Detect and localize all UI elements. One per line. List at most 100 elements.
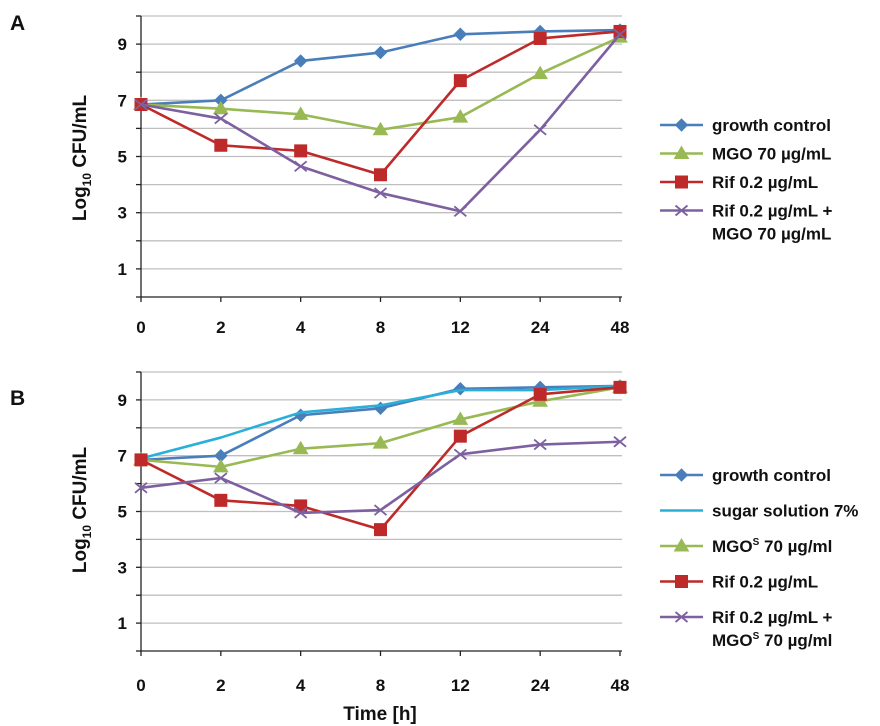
y-axis-title: Log10 CFU/mL xyxy=(70,94,94,221)
legend-label-superscript: S xyxy=(753,537,760,548)
y-tick-label: 3 xyxy=(118,204,127,223)
x-tick-label: 2 xyxy=(216,676,225,695)
data-point xyxy=(214,493,228,507)
data-point xyxy=(212,100,229,115)
data-point xyxy=(533,124,547,136)
data-point xyxy=(453,448,467,460)
legend-swatch-marker xyxy=(674,611,689,623)
data-point xyxy=(134,453,148,467)
data-point xyxy=(533,31,547,45)
data-point xyxy=(372,121,389,136)
x-tick-label: 8 xyxy=(376,676,385,695)
legend-swatch-marker xyxy=(674,118,689,132)
legend-item: MGO 70 µg/mL xyxy=(660,145,831,164)
legend-item: MGOS 70 µg/ml xyxy=(660,537,832,556)
legend-label-text: growth control xyxy=(712,116,831,135)
data-point xyxy=(453,74,467,88)
legend-label: growth control xyxy=(712,116,831,135)
y-tick-label: 1 xyxy=(118,260,127,279)
y-axis-title-tail: CFU/mL xyxy=(70,94,91,173)
legend-label-text: Rif 0.2 µg/mL xyxy=(712,573,818,592)
x-tick-label: 8 xyxy=(376,318,385,337)
data-point xyxy=(452,411,469,425)
data-point xyxy=(373,504,388,516)
series-5 xyxy=(134,436,627,519)
data-point xyxy=(374,523,387,537)
x-tick-label: 4 xyxy=(296,676,306,695)
data-point xyxy=(613,24,627,38)
x-tick-label: 4 xyxy=(296,318,306,337)
y-axis-title-subscript: 10 xyxy=(80,173,94,187)
data-point xyxy=(533,438,547,451)
legend-item: growth control xyxy=(660,116,831,135)
legend-label-text: MGO xyxy=(712,631,753,650)
y-axis-title-main: Log xyxy=(70,186,91,221)
x-tick-label: 0 xyxy=(136,676,145,695)
data-point xyxy=(532,65,549,80)
legend-item: sugar solution 7% xyxy=(660,502,858,521)
legend-label-tail: 70 µg/ml xyxy=(759,537,832,556)
legend-label-line2: MGO 70 µg/mL xyxy=(712,225,831,244)
x-axis-title: Time [h] xyxy=(343,704,417,725)
data-point xyxy=(212,458,229,473)
data-point xyxy=(134,98,148,111)
data-point xyxy=(372,435,389,449)
x-tick-label: 12 xyxy=(451,318,470,337)
y-tick-label: 5 xyxy=(118,503,127,522)
y-axis-title-subscript: 10 xyxy=(80,525,94,539)
data-point xyxy=(613,436,627,448)
legend-label-superscript: S xyxy=(753,631,760,642)
series-line xyxy=(140,28,621,106)
legend-label-text: growth control xyxy=(712,466,831,485)
data-point xyxy=(292,440,309,455)
y-tick-label: 9 xyxy=(118,35,127,54)
legend-label-text: Rif 0.2 µg/mL + xyxy=(712,608,833,627)
data-point xyxy=(134,482,148,494)
y-axis-title-tail: CFU/mL xyxy=(70,446,91,525)
series-2 xyxy=(133,29,628,136)
legend-swatch-marker xyxy=(673,145,690,159)
legend-item: growth control xyxy=(660,466,831,485)
data-point xyxy=(613,28,627,40)
legend-swatch-marker xyxy=(675,575,688,588)
legend-label-text: Rif 0.2 µg/mL + xyxy=(712,202,833,221)
legend-swatch-marker xyxy=(674,204,689,217)
y-axis-title: Log10 CFU/mL xyxy=(70,446,94,573)
data-point xyxy=(294,507,308,519)
legend-swatch-marker xyxy=(674,468,689,482)
y-axis-title-main: Log xyxy=(70,538,91,573)
legend-label-text: MGO xyxy=(712,537,753,556)
series-line xyxy=(140,384,621,462)
legend-label: sugar solution 7% xyxy=(712,502,858,521)
legend-label: Rif 0.2 µg/mL + xyxy=(712,202,833,221)
data-point xyxy=(613,380,627,394)
y-tick-label: 7 xyxy=(118,447,127,466)
x-tick-label: 24 xyxy=(531,676,550,695)
data-point xyxy=(373,187,388,199)
series-4 xyxy=(134,28,627,217)
legend-label-text: sugar solution 7% xyxy=(712,502,858,521)
x-tick-label: 48 xyxy=(611,676,630,695)
legend-item: Rif 0.2 µg/mL xyxy=(660,573,818,592)
data-point xyxy=(214,112,228,125)
legend-label: MGO 70 µg/mL xyxy=(712,145,831,164)
data-point xyxy=(214,138,228,152)
data-point xyxy=(453,429,467,443)
legend-label-text: MGO 70 µg/mL xyxy=(712,225,831,244)
x-tick-label: 24 xyxy=(531,318,550,337)
legend-item: Rif 0.2 µg/mL + MGOS 70 µg/ml xyxy=(660,608,833,650)
x-tick-label: 2 xyxy=(216,318,225,337)
legend-item: Rif 0.2 µg/mL xyxy=(660,173,818,192)
legend-label: Rif 0.2 µg/mL xyxy=(712,173,818,192)
data-point xyxy=(294,160,308,173)
legend-swatch-marker xyxy=(673,538,690,552)
legend-label-tail: 70 µg/ml xyxy=(759,631,832,650)
data-point xyxy=(453,27,468,41)
y-tick-label: 3 xyxy=(118,558,127,577)
y-tick-label: 9 xyxy=(118,391,127,410)
data-point xyxy=(453,205,467,217)
data-point xyxy=(292,106,309,120)
data-point xyxy=(374,168,387,182)
